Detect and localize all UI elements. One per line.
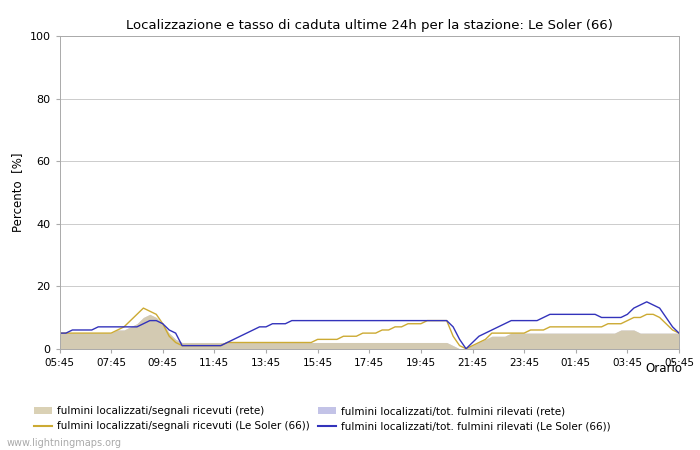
Title: Localizzazione e tasso di caduta ultime 24h per la stazione: Le Soler (66): Localizzazione e tasso di caduta ultime … xyxy=(126,19,612,32)
Legend: fulmini localizzati/segnali ricevuti (rete), fulmini localizzati/segnali ricevut: fulmini localizzati/segnali ricevuti (re… xyxy=(34,406,610,431)
Text: Orario: Orario xyxy=(645,362,682,375)
Text: www.lightningmaps.org: www.lightningmaps.org xyxy=(7,438,122,448)
Y-axis label: Percento  [%]: Percento [%] xyxy=(11,153,24,232)
